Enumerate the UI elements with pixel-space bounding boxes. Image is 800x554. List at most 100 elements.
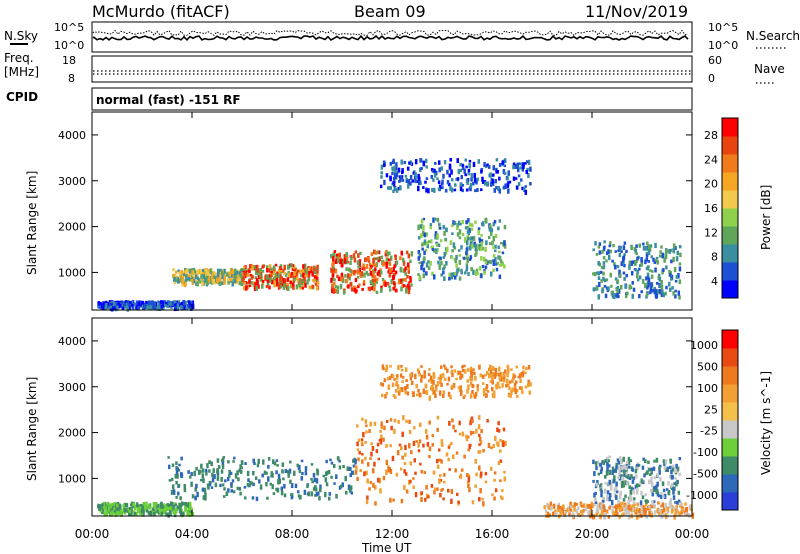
- scatter-cell: [437, 187, 441, 191]
- scatter-cell: [191, 279, 194, 283]
- scatter-cell: [602, 504, 606, 509]
- scatter-cell: [369, 480, 372, 484]
- scatter-cell: [465, 247, 469, 251]
- scatter-cell: [442, 224, 446, 230]
- scatter-cell: [480, 241, 483, 247]
- scatter-cell: [606, 463, 610, 467]
- scatter-cell: [628, 485, 631, 490]
- scatter-cell: [453, 271, 457, 276]
- scatter-cell: [275, 459, 279, 462]
- scatter-cell: [208, 483, 212, 487]
- scatter-cell: [210, 274, 214, 279]
- scatter-cell: [390, 425, 393, 431]
- scatter-cell: [636, 269, 639, 274]
- scatter-cell: [283, 264, 287, 271]
- scatter-cell: [342, 464, 345, 469]
- scatter-cell: [210, 461, 213, 467]
- scatter-cell: [384, 281, 387, 287]
- y-tick-label: 4000: [58, 335, 86, 348]
- scatter-cell: [472, 235, 476, 241]
- scatter-cell: [640, 490, 643, 496]
- scatter-cell: [332, 255, 335, 261]
- scatter-cell: [492, 259, 495, 262]
- scatter-cell: [461, 368, 465, 373]
- scatter-cell: [365, 430, 368, 434]
- scatter-cell: [525, 367, 528, 371]
- scatter-cell: [660, 509, 664, 515]
- scatter-cell: [485, 370, 489, 375]
- scatter-cell: [595, 507, 599, 513]
- scatter-cell: [172, 273, 175, 279]
- scatter-cell: [478, 364, 481, 370]
- scatter-cell: [354, 286, 357, 290]
- scatter-cell: [492, 390, 496, 395]
- scatter-cell: [268, 264, 272, 269]
- scatter-cell: [606, 456, 609, 461]
- scatter-cell: [453, 275, 457, 280]
- scatter-cell: [487, 236, 491, 240]
- scatter-cell: [435, 250, 438, 254]
- scatter-cell: [255, 286, 258, 291]
- scatter-cell: [650, 471, 653, 475]
- scatter-cell: [369, 270, 373, 276]
- scatter-cell: [650, 255, 654, 259]
- scatter-cell: [399, 389, 402, 393]
- scatter-cell: [442, 256, 446, 260]
- scatter-cell: [231, 274, 235, 279]
- scatter-cell: [179, 510, 183, 516]
- scatter-cell: [371, 446, 375, 451]
- scatter-cell: [406, 275, 409, 279]
- scatter-cell: [499, 378, 502, 382]
- scatter-cell: [469, 242, 473, 246]
- scatter-cell: [363, 266, 366, 271]
- scatter-cell: [261, 283, 264, 289]
- scatter-cell: [618, 515, 622, 519]
- scatter-cell: [299, 495, 302, 500]
- scatter-cell: [666, 506, 669, 512]
- scatter-cell: [448, 443, 452, 447]
- scatter-cell: [618, 469, 621, 476]
- velocity-ylabel: Slant Range [km]: [25, 377, 39, 481]
- scatter-cell: [376, 256, 380, 261]
- scatter-cell: [661, 289, 664, 294]
- scatter-cell: [661, 252, 665, 259]
- scatter-cell: [492, 173, 495, 177]
- scatter-cell: [301, 285, 304, 290]
- scatter-cell: [609, 486, 613, 491]
- scatter-cell: [650, 476, 653, 482]
- scatter-cell: [119, 304, 122, 308]
- scatter-cell: [529, 182, 532, 186]
- scatter-cell: [423, 256, 426, 261]
- colorbar-swatch: [722, 330, 738, 349]
- scatter-cell: [391, 382, 395, 388]
- scatter-cell: [423, 241, 426, 246]
- scatter-cell: [654, 267, 657, 273]
- scatter-cell: [204, 495, 207, 501]
- scatter-cell: [409, 175, 413, 180]
- scatter-cell: [644, 493, 647, 497]
- scatter-cell: [431, 443, 434, 447]
- scatter-cell: [319, 488, 322, 493]
- scatter-cell: [297, 466, 301, 470]
- scatter-cell: [610, 284, 613, 288]
- scatter-cell: [498, 372, 501, 377]
- scatter-cell: [461, 188, 464, 193]
- scatter-cell: [493, 188, 497, 193]
- scatter-cell: [174, 273, 177, 279]
- scatter-cell: [243, 485, 247, 489]
- scatter-cell: [166, 503, 169, 507]
- scatter-cell: [212, 271, 215, 276]
- scatter-cell: [302, 272, 305, 278]
- scatter-cell: [121, 306, 125, 311]
- scatter-cell: [420, 491, 424, 495]
- scatter-cell: [546, 502, 549, 508]
- scatter-cell: [337, 276, 341, 282]
- scatter-cell: [465, 437, 469, 442]
- scatter-cell: [593, 471, 596, 477]
- scatter-cell: [98, 304, 102, 309]
- scatter-cell: [430, 384, 434, 390]
- scatter-cell: [662, 268, 665, 273]
- scatter-cell: [635, 483, 639, 487]
- scatter-cell: [668, 281, 671, 287]
- scatter-cell: [636, 462, 639, 466]
